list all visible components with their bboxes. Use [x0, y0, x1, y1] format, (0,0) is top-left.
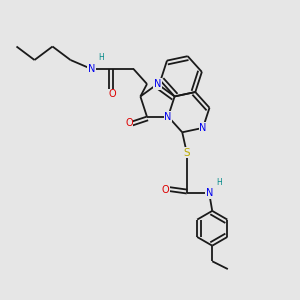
Text: H: H: [98, 53, 104, 62]
Text: H: H: [216, 178, 222, 187]
Text: N: N: [199, 123, 207, 133]
Text: S: S: [183, 148, 190, 158]
Text: O: O: [109, 89, 116, 100]
Text: O: O: [125, 118, 133, 128]
Text: N: N: [88, 64, 95, 74]
Text: N: N: [164, 112, 172, 122]
Text: N: N: [154, 79, 161, 89]
Text: O: O: [161, 185, 169, 196]
Text: N: N: [206, 188, 213, 199]
